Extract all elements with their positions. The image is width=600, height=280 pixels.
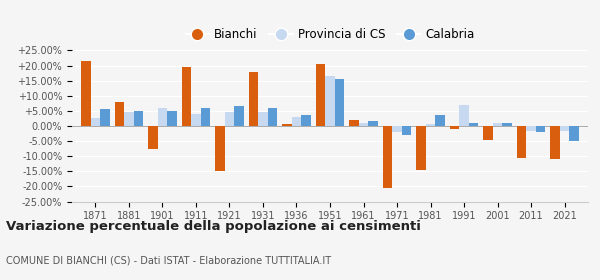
Bar <box>569 126 578 141</box>
Bar <box>416 126 426 170</box>
Bar <box>148 126 158 149</box>
Bar <box>325 76 335 126</box>
Bar <box>335 79 344 126</box>
Bar <box>349 120 359 126</box>
Legend: Bianchi, Provincia di CS, Calabria: Bianchi, Provincia di CS, Calabria <box>181 23 479 45</box>
Bar <box>167 111 176 126</box>
Bar <box>550 126 560 159</box>
Bar <box>469 123 478 126</box>
Bar <box>115 102 124 126</box>
Bar <box>359 123 368 126</box>
Bar <box>234 106 244 126</box>
Text: COMUNE DI BIANCHI (CS) - Dati ISTAT - Elaborazione TUTTITALIA.IT: COMUNE DI BIANCHI (CS) - Dati ISTAT - El… <box>6 255 331 265</box>
Bar <box>392 126 402 132</box>
Bar <box>182 67 191 126</box>
Bar <box>536 126 545 132</box>
Bar <box>134 111 143 126</box>
Bar <box>402 126 411 135</box>
Bar <box>502 123 512 126</box>
Bar <box>191 114 200 126</box>
Bar <box>435 115 445 126</box>
Bar <box>484 126 493 140</box>
Bar <box>526 126 536 130</box>
Bar <box>124 112 134 126</box>
Bar <box>82 61 91 126</box>
Bar <box>383 126 392 188</box>
Text: Variazione percentuale della popolazione ai censimenti: Variazione percentuale della popolazione… <box>6 220 421 233</box>
Bar <box>450 126 460 129</box>
Bar <box>249 72 258 126</box>
Bar <box>517 126 526 158</box>
Bar <box>292 117 301 126</box>
Bar <box>100 109 110 126</box>
Bar <box>258 112 268 126</box>
Bar <box>91 118 100 126</box>
Bar <box>215 126 225 171</box>
Bar <box>560 126 569 130</box>
Bar <box>225 112 234 126</box>
Bar <box>493 123 502 126</box>
Bar <box>316 64 325 126</box>
Bar <box>158 108 167 126</box>
Bar <box>268 108 277 126</box>
Bar <box>460 105 469 126</box>
Bar <box>368 122 377 126</box>
Bar <box>200 108 210 126</box>
Bar <box>301 115 311 126</box>
Bar <box>426 125 435 126</box>
Bar <box>283 125 292 126</box>
